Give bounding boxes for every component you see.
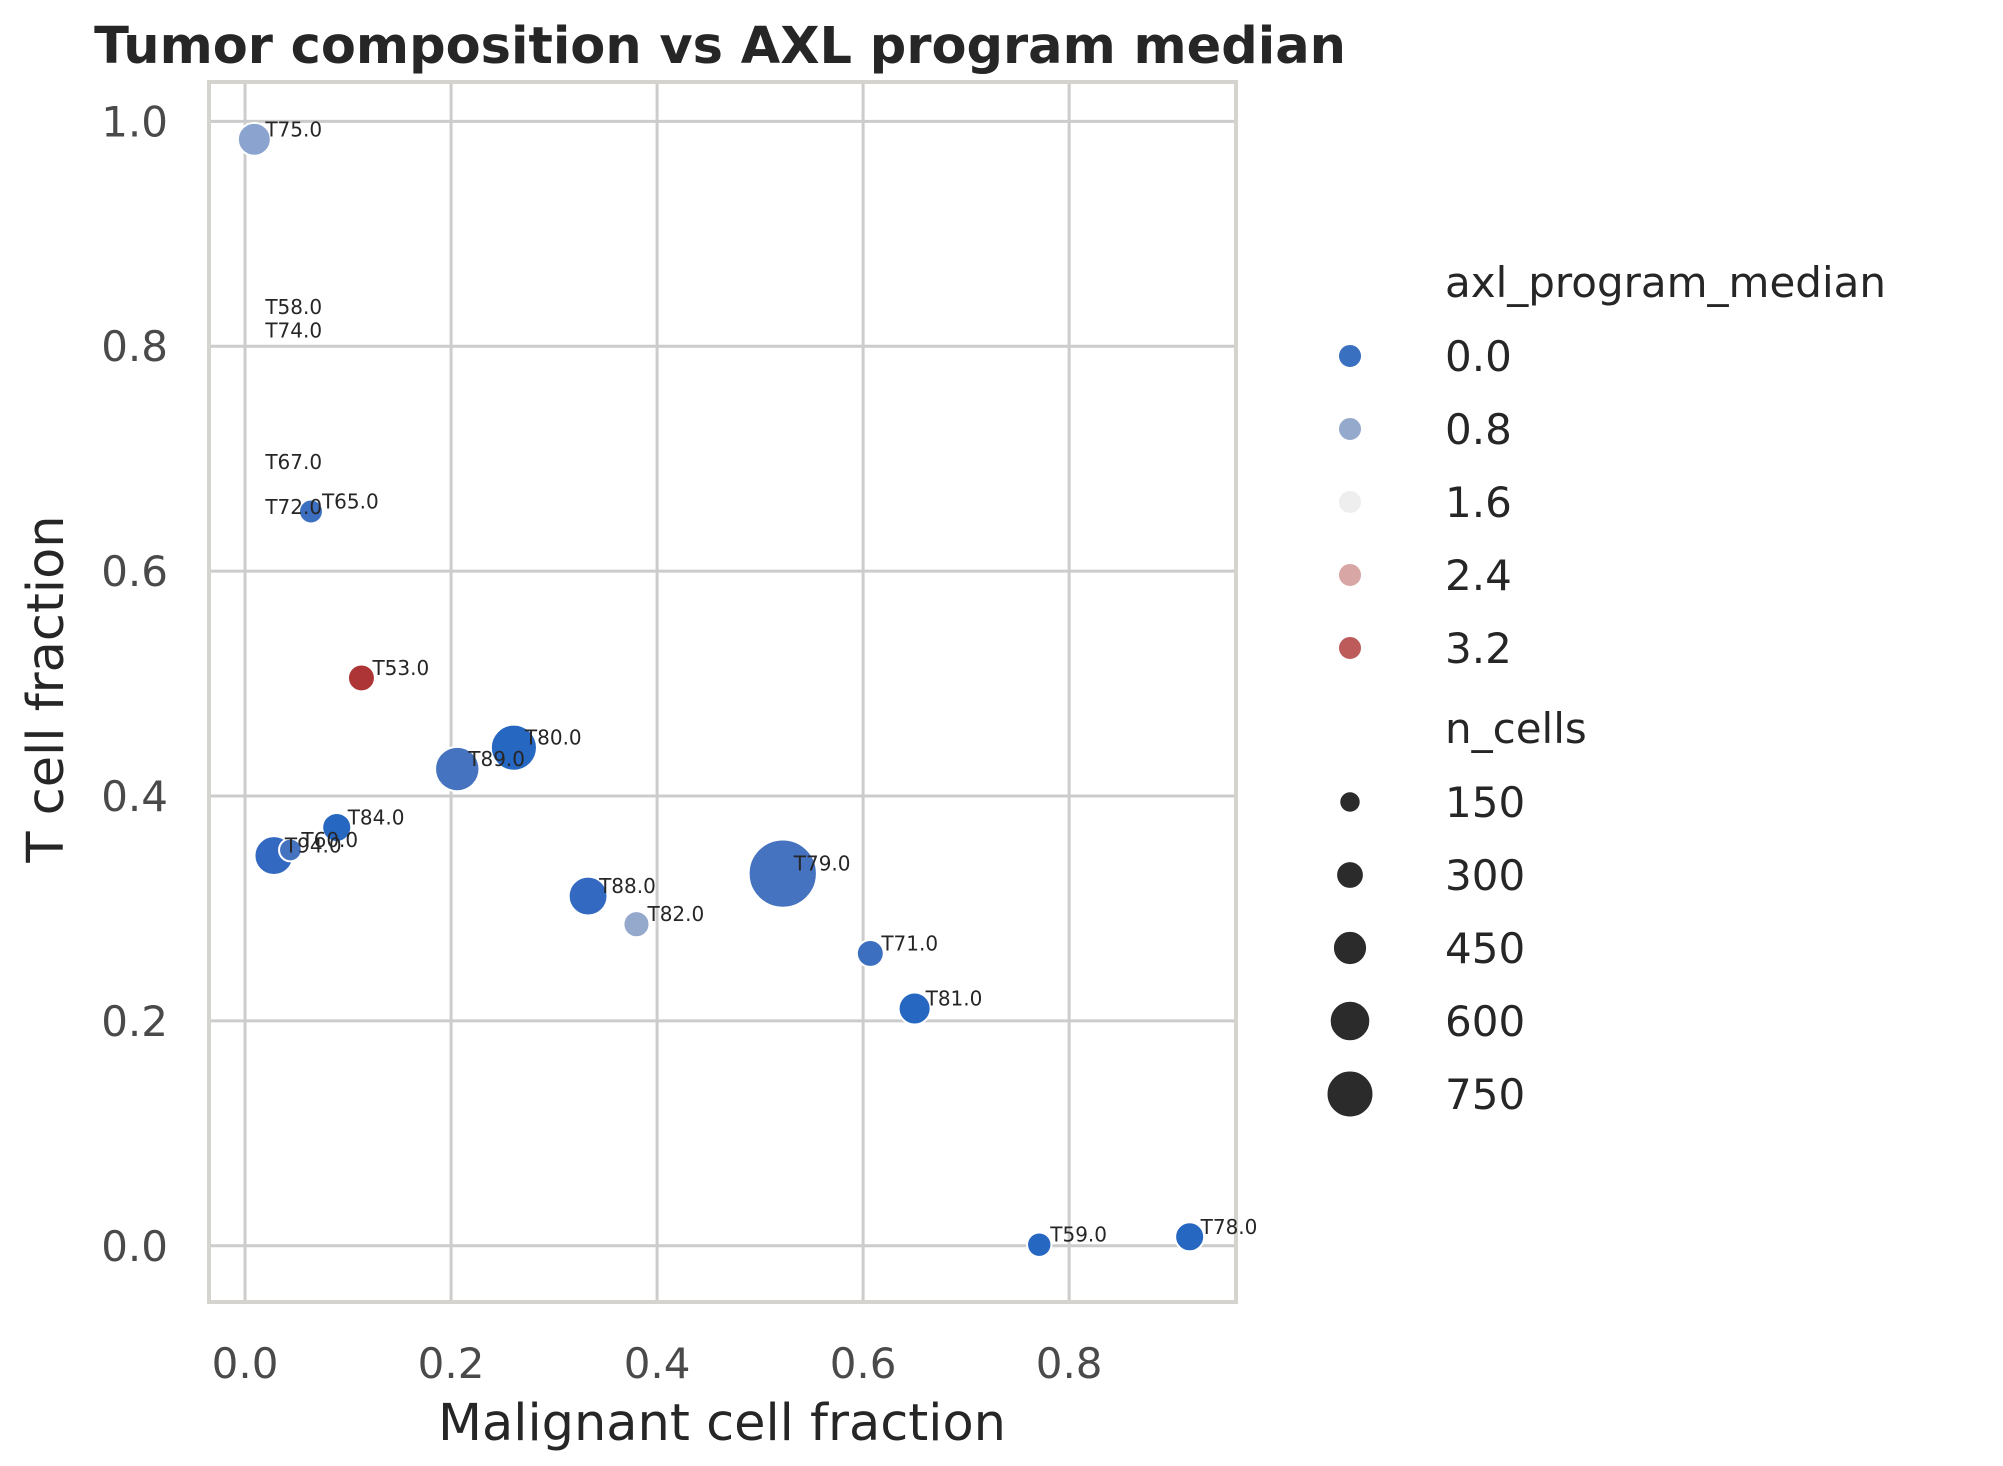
data-point-label: T65.0	[321, 490, 379, 514]
size-legend-entries: 150 300 450 600 750	[1325, 778, 1525, 1119]
data-point-label: T88.0	[598, 874, 656, 898]
color-legend-marker	[1337, 635, 1363, 661]
color-legend-marker	[1337, 416, 1363, 442]
data-point-label: T71.0	[880, 931, 938, 955]
data-point	[1026, 1231, 1053, 1258]
chart-title: Tumor composition vs AXL program median	[94, 17, 1346, 76]
data-point-label: T89.0	[467, 747, 525, 771]
data-point-label: T58.0	[264, 295, 322, 319]
y-tick-label: 0.4	[101, 772, 168, 821]
data-point-label: T80.0	[524, 726, 582, 750]
data-point-label: T53.0	[371, 656, 429, 680]
data-point-label: T94.0	[284, 834, 342, 858]
color-legend-marker	[1337, 489, 1363, 515]
y-axis-ticks: 0.0 0.2 0.4 0.6 0.8 1.0	[101, 97, 168, 1270]
size-legend-label: 450	[1445, 924, 1525, 973]
y-tick-label: 0.8	[101, 322, 168, 371]
y-axis-label: T cell fraction	[17, 515, 76, 863]
data-point-label: T78.0	[1200, 1215, 1258, 1239]
y-tick-label: 0.6	[101, 547, 168, 596]
data-point	[1174, 1221, 1206, 1253]
x-axis-label: Malignant cell fraction	[438, 1394, 1006, 1453]
color-legend-label: 2.4	[1445, 551, 1512, 600]
color-legend-label: 3.2	[1445, 624, 1512, 673]
data-point	[298, 498, 324, 525]
data-point	[278, 837, 303, 863]
data-point	[747, 838, 818, 909]
data-point-label: T81.0	[925, 987, 983, 1011]
data-point-label: T67.0	[264, 450, 322, 474]
data-point	[622, 910, 651, 939]
color-legend-marker	[1337, 343, 1363, 369]
y-tick-label: 1.0	[101, 97, 168, 146]
data-point-label: T82.0	[646, 902, 704, 926]
size-legend-label: 750	[1445, 1070, 1525, 1119]
data-point	[567, 875, 609, 917]
size-legend-label: 300	[1445, 851, 1525, 900]
size-legend-marker	[1325, 1069, 1375, 1119]
color-legend-label: 0.8	[1445, 405, 1512, 454]
size-legend-marker	[1335, 860, 1365, 890]
data-point	[434, 745, 481, 793]
x-tick-label: 0.8	[1036, 1339, 1103, 1388]
color-legend-label: 1.6	[1445, 478, 1512, 527]
data-point	[489, 723, 538, 772]
y-tick-label: 0.2	[101, 997, 168, 1046]
x-tick-label: 0.4	[624, 1339, 691, 1388]
x-tick-label: 0.2	[418, 1339, 485, 1388]
data-point	[321, 811, 353, 844]
data-point-label: T79.0	[793, 852, 851, 876]
x-axis-ticks: 0.0 0.2 0.4 0.6 0.8	[212, 1339, 1103, 1388]
data-point-label: T72.0	[264, 495, 322, 519]
color-legend-label: 0.0	[1445, 332, 1512, 381]
size-legend-label: 150	[1445, 778, 1525, 827]
data-point	[897, 991, 932, 1026]
legend: axl_program_median 0.0 0.8 1.6 2.4 3.2 n_cel…	[1325, 258, 1886, 1119]
grid-lines	[209, 82, 1236, 1302]
data-point-label: T74.0	[264, 319, 322, 343]
data-point	[855, 938, 885, 968]
size-legend-marker	[1331, 929, 1369, 967]
size-legend-marker	[1338, 790, 1362, 814]
data-point	[346, 663, 376, 693]
size-legend-title: n_cells	[1445, 704, 1587, 753]
plot-background	[209, 82, 1236, 1302]
data-point-label: T59.0	[1049, 1223, 1107, 1247]
color-legend-title: axl_program_median	[1445, 258, 1886, 307]
color-legend-entries: 0.0 0.8 1.6 2.4 3.2	[1337, 332, 1512, 673]
data-point-label: T60.0	[300, 828, 358, 852]
size-legend-marker	[1328, 999, 1372, 1043]
data-point	[236, 121, 272, 157]
y-tick-label: 0.0	[101, 1222, 168, 1271]
x-tick-label: 0.0	[212, 1339, 279, 1388]
size-legend-label: 600	[1445, 997, 1525, 1046]
plot-frame	[207, 80, 1238, 1304]
color-legend-marker	[1337, 562, 1363, 588]
data-points	[236, 121, 1206, 1258]
data-point-label: T75.0	[264, 117, 322, 141]
x-tick-label: 0.6	[830, 1339, 897, 1388]
data-point-label: T84.0	[347, 805, 405, 829]
